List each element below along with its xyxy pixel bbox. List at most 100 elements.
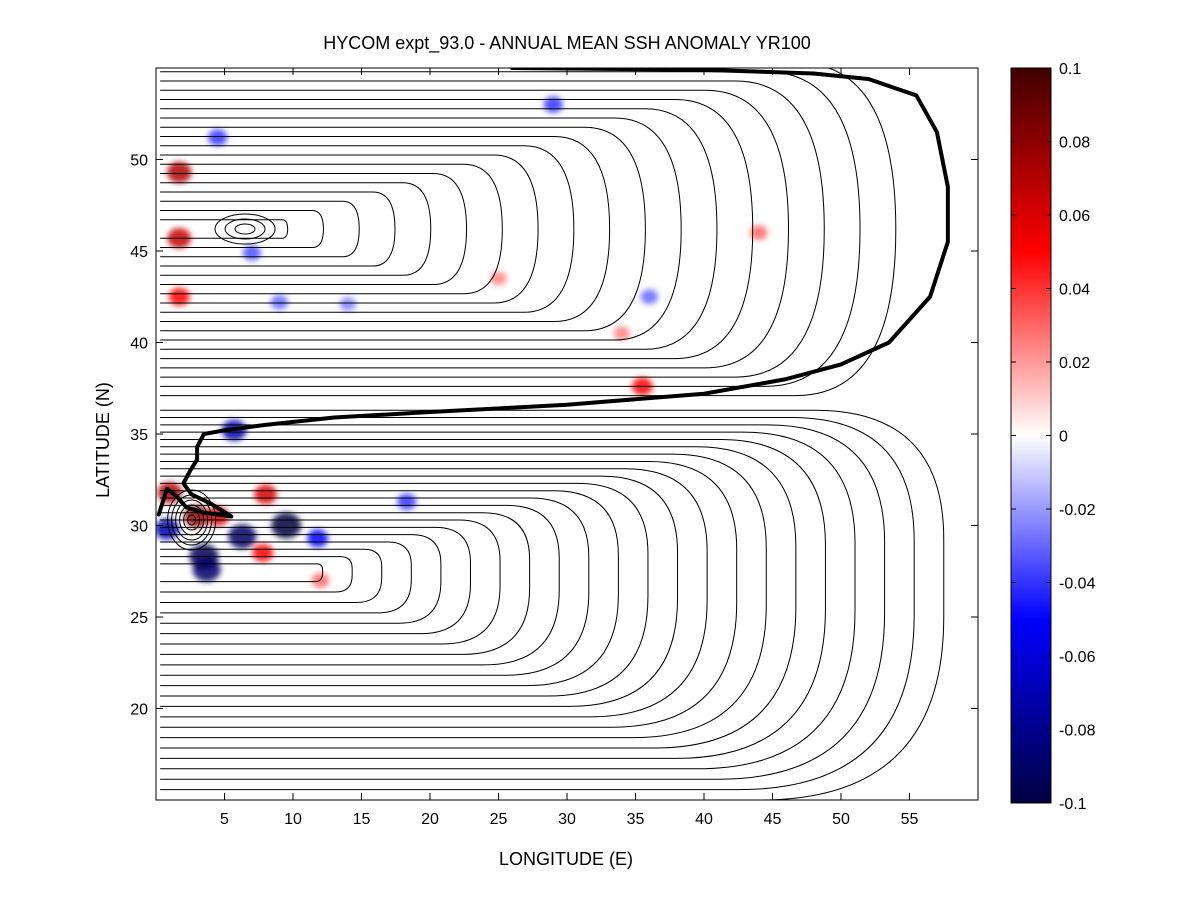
y-tick-label: 30: [130, 519, 148, 536]
contour-line: [160, 219, 289, 239]
contour-line: [160, 80, 825, 378]
contour-line: [179, 504, 205, 536]
x-tick-label: 45: [764, 811, 782, 828]
contour-line: [160, 417, 915, 791]
zero-contour: [156, 68, 950, 519]
y-tick-label: 20: [130, 702, 148, 719]
contour-line: [160, 519, 501, 645]
contour-line: [160, 490, 619, 687]
colorbar-tick-label: 0.04: [1059, 282, 1090, 299]
contour-line: [160, 191, 396, 267]
x-tick-label: 10: [284, 811, 302, 828]
colorbar-tick-label: 0.02: [1059, 355, 1090, 372]
contour-line: [160, 173, 468, 286]
anomaly-patch: [168, 287, 190, 306]
y-tick-label: 25: [130, 610, 148, 627]
contour-line: [175, 499, 209, 541]
y-tick-label: 40: [130, 336, 148, 353]
contour-line: [160, 541, 412, 614]
anomaly-patch: [307, 529, 329, 548]
contour-line: [187, 514, 197, 526]
contour-line: [160, 468, 708, 718]
contour-line: [160, 497, 590, 676]
contour-line: [160, 154, 539, 304]
anomaly-patch: [613, 326, 631, 341]
contour-line: [160, 99, 754, 360]
contour-line: [160, 438, 826, 759]
y-tick-label: 35: [130, 427, 148, 444]
contour-line: [160, 526, 471, 635]
colorbar-tick-label: 0.1: [1059, 61, 1081, 78]
contour-line: [160, 108, 718, 350]
chart-title: HYCOM expt_93.0 - ANNUAL MEAN SSH ANOMAL…: [323, 33, 811, 54]
contour-line: [160, 460, 738, 728]
x-tick-label: 25: [490, 811, 508, 828]
contour-line: [160, 210, 324, 249]
contour-line: [167, 489, 217, 551]
anomaly-patch: [311, 573, 330, 588]
colorbar-tick-label: -0.02: [1059, 502, 1096, 519]
anomaly-patch: [271, 512, 302, 539]
contour-line: [214, 213, 276, 245]
anomaly-patch: [339, 297, 357, 312]
colorbar-tick-label: -0.06: [1059, 649, 1096, 666]
contour-line: [160, 446, 797, 749]
y-tick-label: 50: [130, 153, 148, 170]
anomaly-patch: [228, 524, 257, 549]
colorbar-tick-label: -0.04: [1059, 576, 1096, 593]
contour-line: [160, 424, 886, 780]
y-axis-label: LATITUDE (N): [93, 382, 113, 498]
contour-line: [160, 145, 575, 313]
contour-line: [160, 453, 767, 739]
x-tick-label: 55: [901, 811, 919, 828]
anomaly-patch: [270, 294, 288, 310]
anomaly-patch: [192, 557, 221, 582]
x-tick-label: 50: [832, 811, 850, 828]
x-axis: 5 10 15 20 25 30 35 40 45 50 55: [220, 68, 919, 828]
colorbar-tick-label: 0.08: [1059, 135, 1090, 152]
x-tick-label: 5: [220, 811, 229, 828]
contour-line: [160, 563, 324, 583]
contour-line: [160, 548, 383, 603]
x-tick-label: 40: [695, 811, 713, 828]
colorbar-tick-label: -0.1: [1059, 796, 1087, 813]
x-axis-label: LONGITUDE (E): [499, 849, 633, 869]
contour-line: [160, 89, 789, 369]
contour-line: [160, 117, 682, 341]
contour-line: [160, 200, 360, 258]
x-tick-label: 15: [353, 811, 371, 828]
contour-line: [160, 482, 649, 697]
ssh-contours: [160, 68, 945, 800]
colorbar-tick-label: 0: [1059, 429, 1068, 446]
x-tick-label: 30: [558, 811, 576, 828]
colorbar-tick-label: 0.06: [1059, 208, 1090, 225]
contour-line: [224, 218, 266, 240]
contour-line: [160, 534, 442, 624]
contour-line: [160, 182, 432, 276]
contour-line: [160, 475, 679, 707]
contour-line: [160, 409, 945, 800]
x-tick-label: 35: [627, 811, 645, 828]
anomaly-patch: [252, 543, 274, 562]
plot-area: [156, 68, 978, 800]
anomaly-patch: [254, 484, 277, 505]
anomaly-patch: [166, 161, 192, 183]
anomaly-patch: [750, 225, 768, 241]
colorbar: [1010, 67, 1052, 804]
contour-line: [160, 504, 560, 666]
contour-line: [160, 136, 611, 323]
anomaly-patch: [490, 271, 507, 286]
contour-line: [160, 431, 856, 770]
contour-line: [160, 163, 503, 295]
anomaly-patch: [397, 493, 417, 510]
contour-line: [160, 126, 646, 332]
anomaly-patch: [543, 96, 563, 113]
y-axis: 20 25 30 35 40 45 50: [130, 153, 978, 719]
colorbar-tick-label: -0.08: [1059, 723, 1096, 740]
zero-contour-line: [156, 68, 950, 519]
contour-line: [160, 556, 353, 593]
y-tick-label: 45: [130, 244, 148, 261]
contour-line: [160, 512, 531, 655]
colorbar-axis: 0.1 0.08 0.06 0.04 0.02 0 -0.02 -0.04 -0.06 -0.08…: [1011, 61, 1096, 813]
